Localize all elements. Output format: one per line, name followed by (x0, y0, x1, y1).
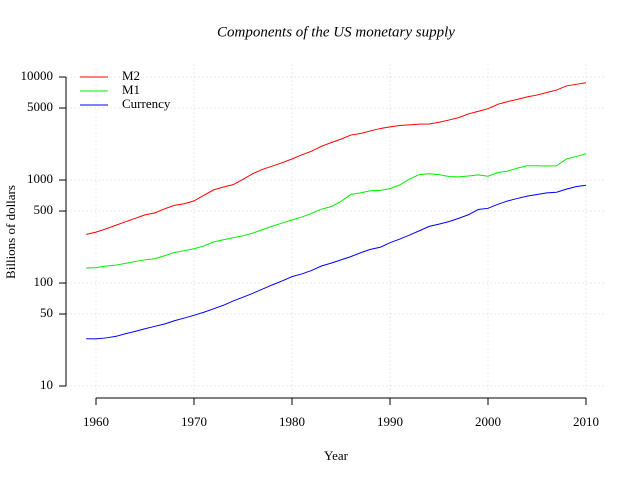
x-tick-label: 1970 (181, 414, 207, 429)
legend-label: M1 (122, 82, 140, 97)
x-axis-label: Year (324, 448, 349, 463)
y-tick-label: 100 (34, 274, 54, 289)
y-tick-label: 5000 (27, 99, 53, 114)
y-tick-label: 500 (34, 202, 54, 217)
data-line (86, 153, 587, 269)
data-line (86, 184, 587, 340)
x-tick-label: 2010 (573, 414, 599, 429)
x-tick-label: 1980 (279, 414, 305, 429)
chart-title: Components of the US monetary supply (217, 24, 455, 40)
x-tick-label: 2000 (475, 414, 501, 429)
y-tick-label: 10000 (21, 68, 54, 83)
x-tick-label: 1960 (83, 414, 109, 429)
legend-label: Currency (122, 96, 171, 111)
y-tick-label: 10 (40, 377, 53, 392)
y-axis-label: Billions of dollars (3, 185, 18, 279)
data-line (86, 82, 587, 235)
y-tick-label: 50 (40, 305, 53, 320)
legend-label: M2 (122, 68, 140, 83)
y-tick-label: 1000 (27, 171, 53, 186)
x-tick-label: 1990 (377, 414, 403, 429)
